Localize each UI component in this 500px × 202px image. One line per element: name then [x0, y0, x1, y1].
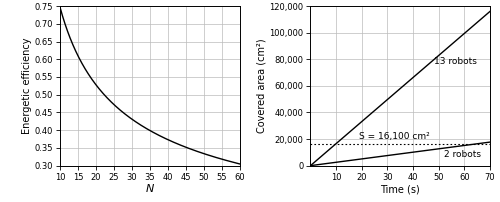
Y-axis label: Energetic efficiency: Energetic efficiency — [22, 38, 32, 134]
X-axis label: Time (s): Time (s) — [380, 184, 420, 194]
X-axis label: N: N — [146, 184, 154, 194]
Y-axis label: Covered area (cm²): Covered area (cm²) — [256, 39, 266, 133]
Text: S = 16,100 cm²: S = 16,100 cm² — [359, 132, 430, 141]
Text: 2 robots: 2 robots — [444, 150, 481, 159]
Text: 13 robots: 13 robots — [434, 57, 476, 66]
